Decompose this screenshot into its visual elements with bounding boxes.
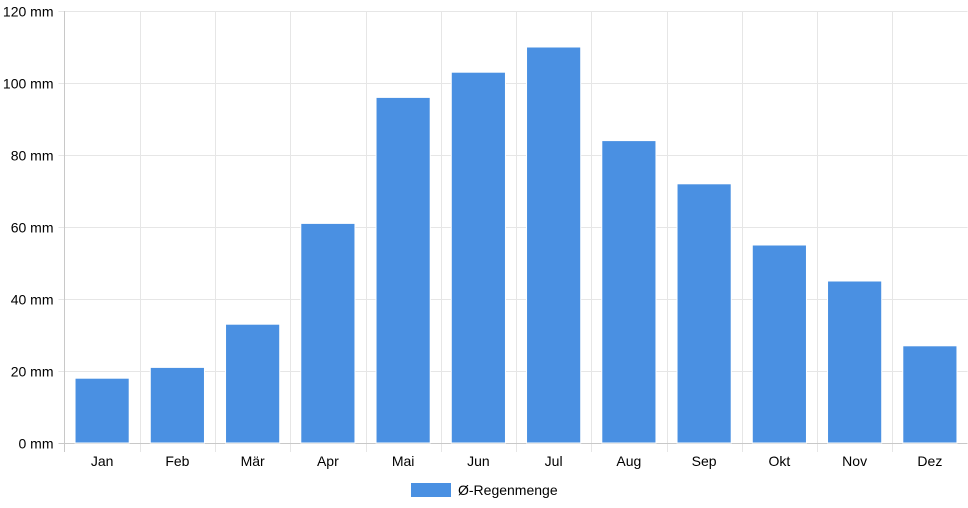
axes [58, 11, 968, 452]
bar-mai[interactable] [375, 96, 431, 444]
x-tick-label: Feb [165, 453, 189, 469]
y-tick-label: 120 mm [3, 4, 54, 20]
x-tick-label: Mär [241, 453, 265, 469]
x-tick-label: Dez [917, 453, 942, 469]
y-tick-label: 0 mm [19, 436, 54, 452]
x-tick-label: Apr [317, 453, 339, 469]
x-tick-label: Nov [842, 453, 867, 469]
x-tick-label: Jun [467, 453, 490, 469]
bars [74, 46, 958, 444]
bar-jul[interactable] [526, 46, 582, 444]
y-tick-labels: 0 mm 20 mm 40 mm 60 mm 80 mm 100 mm 120 mm [3, 4, 54, 452]
x-tick-label: Jul [545, 453, 563, 469]
legend-label[interactable]: Ø-Regenmenge [458, 482, 558, 498]
x-tick-labels: Jan Feb Mär Apr Mai Jun Jul Aug Sep Okt Nov Dez [91, 453, 942, 469]
y-tick-label: 80 mm [11, 148, 54, 164]
x-tick-label: Aug [616, 453, 641, 469]
legend[interactable]: Ø-Regenmenge [411, 482, 558, 498]
x-tick-label: Jan [91, 453, 114, 469]
bar-okt[interactable] [751, 244, 807, 444]
bar-apr[interactable] [300, 222, 356, 444]
bar-jan[interactable] [74, 377, 130, 444]
bar-dez[interactable] [902, 345, 958, 444]
y-tick-label: 40 mm [11, 292, 54, 308]
legend-swatch[interactable] [411, 483, 451, 497]
bar-nov[interactable] [827, 280, 883, 444]
y-tick-label: 20 mm [11, 364, 54, 380]
y-tick-label: 60 mm [11, 220, 54, 236]
bar-mär[interactable] [225, 323, 281, 444]
x-tick-label: Sep [692, 453, 717, 469]
x-tick-label: Okt [768, 453, 790, 469]
grid-lines [58, 11, 968, 452]
bar-sep[interactable] [676, 183, 732, 444]
y-tick-label: 100 mm [3, 76, 54, 92]
x-tick-label: Mai [392, 453, 415, 469]
bar-jun[interactable] [450, 71, 506, 444]
bar-aug[interactable] [601, 140, 657, 444]
bar-feb[interactable] [149, 366, 205, 444]
